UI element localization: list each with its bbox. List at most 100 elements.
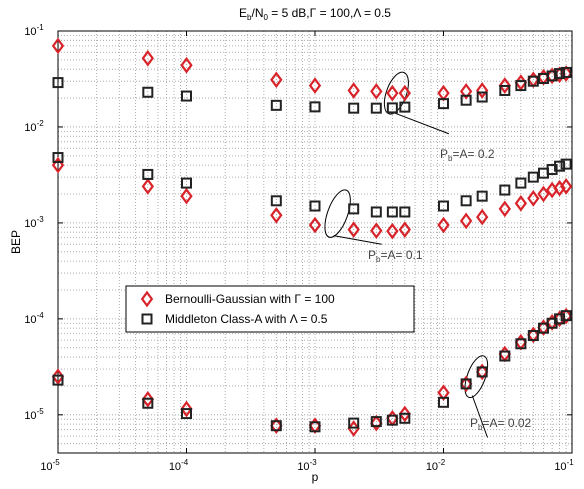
grid	[57, 30, 573, 454]
middleton-point	[499, 184, 511, 196]
bernoulli-point	[141, 49, 154, 67]
x-tick-label: 10-1	[554, 458, 574, 473]
annotation-leader-line	[392, 111, 449, 135]
middleton-point	[270, 195, 282, 207]
middleton-point	[554, 68, 566, 80]
middleton-point	[560, 158, 572, 170]
legend-box	[125, 285, 415, 333]
y-tick-label: 10-1	[24, 23, 44, 38]
middleton-point	[546, 164, 558, 176]
middleton-point	[52, 152, 64, 164]
legend-label-middleton: Middleton Class-A with Λ = 0.5	[165, 312, 328, 326]
middleton-point	[386, 206, 398, 218]
y-axis-label: BEP	[9, 230, 23, 254]
middleton-point	[476, 190, 488, 202]
middleton-point	[438, 200, 449, 212]
y-tick-label: 10-4	[24, 311, 44, 326]
annotation-pb-0.2: Pb=A= 0.2	[440, 147, 495, 163]
middleton-point	[142, 397, 154, 409]
bernoulli-point	[270, 206, 283, 224]
middleton-point	[270, 420, 282, 432]
middleton-point	[399, 101, 411, 113]
middleton-point	[399, 412, 411, 424]
data-markers	[51, 37, 573, 437]
middleton-point	[554, 160, 566, 172]
annotation-leader-line	[333, 235, 382, 245]
ticks: 10-5 10-4 10-3 10-2 10-1 10-5 10-4 10-3 10-2 10-1	[24, 23, 574, 473]
middleton-point	[309, 101, 321, 113]
legend-marker-diamond	[140, 290, 154, 308]
legend-marker-square	[141, 313, 153, 325]
y-tick-label: 10-3	[24, 215, 44, 230]
middleton-point	[386, 102, 398, 114]
bernoulli-point	[270, 417, 283, 435]
middleton-point	[476, 366, 488, 378]
bernoulli-point	[370, 222, 383, 240]
middleton-point	[438, 396, 449, 408]
bernoulli-point	[347, 221, 360, 239]
legend-label-bernoulli: Bernoulli-Gaussian with Γ = 100	[165, 292, 335, 306]
bernoulli-point	[476, 208, 489, 226]
middleton-point	[370, 102, 382, 114]
middleton-point	[460, 378, 472, 390]
bernoulli-point	[308, 216, 322, 234]
middleton-point	[370, 206, 382, 218]
middleton-point	[527, 330, 539, 342]
bernoulli-point	[527, 190, 540, 207]
bernoulli-point	[498, 200, 511, 218]
bernoulli-point	[459, 212, 473, 230]
bernoulli-point	[476, 82, 489, 99]
bernoulli-point	[347, 82, 360, 99]
y-tick-label: 10-5	[24, 407, 44, 422]
bernoulli-point	[370, 82, 383, 100]
middleton-point	[348, 102, 360, 114]
bernoulli-point	[459, 82, 473, 100]
bernoulli-point	[370, 414, 383, 432]
middleton-point	[560, 66, 572, 78]
middleton-point	[181, 90, 192, 102]
bernoulli-point	[437, 384, 450, 402]
bernoulli-point	[51, 37, 65, 55]
x-tick-label: 10-5	[40, 458, 60, 473]
bernoulli-point	[537, 185, 550, 203]
bernoulli-point	[514, 194, 528, 212]
bernoulli-point	[476, 363, 489, 381]
middleton-point	[515, 177, 527, 189]
bernoulli-point	[386, 222, 399, 240]
bernoulli-point	[386, 84, 399, 102]
middleton-point	[527, 171, 539, 183]
middleton-point	[142, 168, 154, 180]
annotation-ellipse	[464, 355, 489, 399]
middleton-point	[348, 417, 360, 429]
legend: Bernoulli-Gaussian with Γ = 100 Middleto…	[125, 285, 415, 333]
chart-title: Eb/N0 = 5 dB,Γ = 100,Λ = 0.5	[239, 6, 391, 22]
legend-diamond-shape	[140, 290, 154, 308]
bernoulli-point	[527, 326, 540, 344]
middleton-point	[309, 200, 321, 212]
bernoulli-point	[347, 420, 360, 437]
middleton-point	[348, 203, 360, 215]
middleton-point	[386, 414, 398, 426]
bernoulli-point	[180, 187, 193, 205]
middleton-point	[460, 195, 472, 207]
x-tick-label: 10-3	[297, 458, 317, 473]
middleton-point	[181, 408, 192, 420]
bernoulli-point	[308, 77, 322, 94]
bernoulli-point	[141, 178, 154, 195]
middleton-point	[560, 310, 572, 322]
middleton-point	[142, 86, 154, 98]
middleton-point	[515, 80, 527, 92]
y-tick-label: 10-2	[24, 119, 44, 134]
middleton-point	[52, 77, 64, 89]
middleton-point	[460, 94, 472, 106]
bernoulli-point	[559, 65, 573, 82]
annotation-ellipse	[324, 189, 351, 238]
middleton-point	[370, 416, 382, 428]
middleton-point	[476, 91, 488, 103]
x-axis-label: p	[312, 470, 319, 484]
annotations: Pb=A= 0.2 Pb=A= 0.1 Pb=A= 0.02	[324, 71, 532, 438]
bernoulli-point	[437, 216, 450, 234]
bernoulli-point	[398, 221, 411, 239]
middleton-point	[499, 84, 511, 96]
